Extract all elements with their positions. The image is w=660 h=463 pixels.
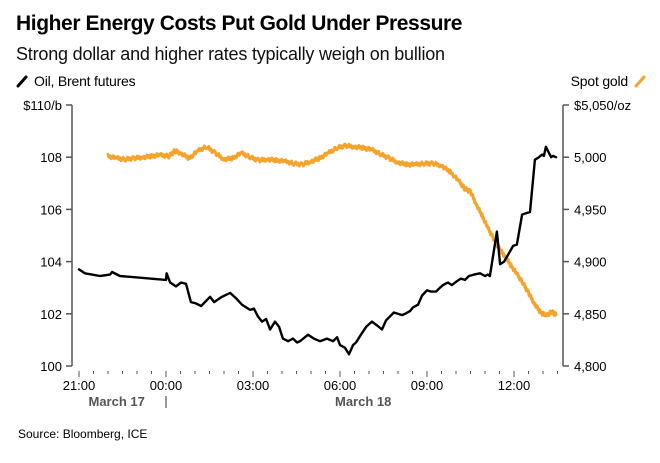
left-tick-label: $110/b — [23, 98, 62, 113]
left-tick-label: 100 — [40, 359, 62, 374]
right-tick-label: 4,900 — [574, 255, 607, 270]
x-tick-label: 06:00 — [324, 378, 357, 393]
chart-title: Higher Energy Costs Put Gold Under Press… — [16, 12, 463, 35]
chart-subtitle: Strong dollar and higher rates typically… — [16, 44, 445, 64]
chart-canvas: $110/b 108 106 104 102 100 $5,050/oz 5,000 4,950… — [23, 98, 631, 409]
oil-line — [77, 145, 558, 356]
axis-labels: $110/b 108 106 104 102 100 $5,050/oz 5,000 4,950… — [23, 98, 631, 409]
x-tick-label: 00:00 — [150, 378, 183, 393]
date-label: March 18 — [335, 394, 391, 409]
axes — [66, 104, 569, 408]
gold-series-layer — [106, 142, 558, 318]
left-tick-label: 104 — [40, 255, 62, 270]
left-tick-label: 108 — [40, 150, 62, 165]
legend-gold-label: Spot gold — [570, 73, 629, 89]
x-tick-label: 03:00 — [237, 378, 270, 393]
legend-oil: Oil, Brent futures — [16, 73, 136, 89]
left-tick-label: 106 — [40, 202, 62, 217]
x-tick-label: 21:00 — [63, 378, 96, 393]
legend-gold: Spot gold — [571, 73, 646, 89]
date-label: March 17 — [89, 394, 145, 409]
line-swatch-orange-icon — [634, 75, 646, 88]
gold-line — [106, 142, 558, 318]
right-tick-label: 4,850 — [574, 307, 607, 322]
right-tick-label: 4,800 — [574, 359, 607, 374]
x-tick-label: 09:00 — [411, 378, 444, 393]
x-tick-label: 12:00 — [498, 378, 531, 393]
line-swatch-black-icon — [16, 75, 28, 88]
right-tick-label: 4,950 — [574, 202, 607, 217]
oil-series-layer — [77, 145, 558, 356]
right-tick-label: 5,000 — [574, 150, 607, 165]
right-tick-label: $5,050/oz — [574, 98, 631, 113]
legend-oil-label: Oil, Brent futures — [34, 73, 136, 89]
source-note: Source: Bloomberg, ICE — [18, 427, 148, 441]
left-tick-label: 102 — [40, 307, 62, 322]
